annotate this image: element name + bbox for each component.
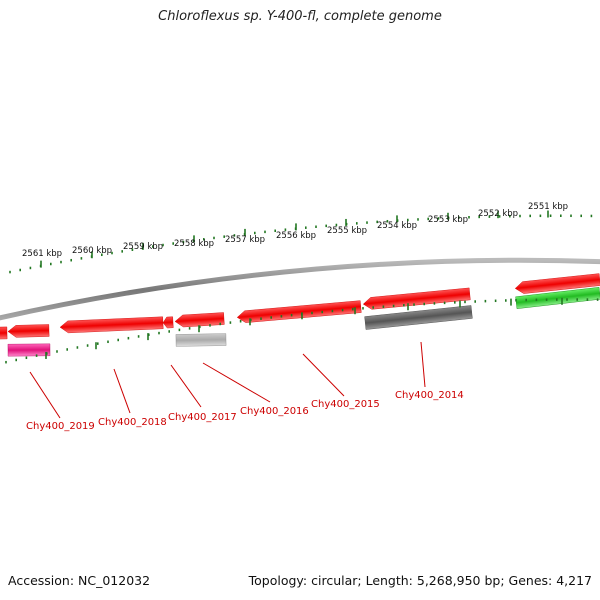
kbp-labels: 2561 kbp 2560 kbp 2559 kbp 2558 kbp 2557… <box>22 202 568 259</box>
gene-callout-2019[interactable]: Chy400_2019 <box>26 371 95 432</box>
genome-summary-text: Topology: circular; Length: 5,268,950 bp… <box>248 573 592 588</box>
feature-shape <box>362 287 471 310</box>
kbp-label: 2553 kbp <box>428 215 468 225</box>
gene-label: Chy400_2015 <box>311 399 380 410</box>
gene-label: Chy400_2019 <box>26 421 95 432</box>
feature-chy400-2017[interactable] <box>175 333 227 347</box>
kbp-label: 2561 kbp <box>22 249 62 259</box>
kbp-label: 2558 kbp <box>174 239 214 249</box>
gene-callout-2018[interactable]: Chy400_2018 <box>98 368 167 428</box>
callout-line <box>29 371 61 419</box>
gene-callout-2015[interactable]: Chy400_2015 <box>302 353 380 410</box>
feature-shape <box>0 326 8 340</box>
kbp-label: 2557 kbp <box>225 235 265 245</box>
gene-feature-chy400-2016[interactable] <box>236 300 362 324</box>
gene-callout-2016[interactable]: Chy400_2016 <box>202 362 309 417</box>
kbp-ruler <box>9 210 593 274</box>
gene-label: Chy400_2017 <box>168 412 237 423</box>
kbp-label: 2554 kbp <box>377 221 417 231</box>
gene-feature-chy400-2017[interactable] <box>174 312 225 328</box>
gene-feature-chy400-2018[interactable] <box>59 316 164 334</box>
gene-label: Chy400_2016 <box>240 406 309 417</box>
accession-text: Accession: NC_012032 <box>8 573 151 588</box>
callout-line <box>202 362 271 403</box>
callout-line <box>420 341 426 388</box>
kbp-label: 2556 kbp <box>276 231 316 241</box>
trna-feature-chy400-2019[interactable] <box>7 343 51 357</box>
feature-shape <box>162 316 174 329</box>
gene-feature-chy400-2015[interactable] <box>362 287 471 310</box>
genome-backbone <box>0 257 600 321</box>
feature-shape <box>7 324 50 338</box>
gene-callout-2017[interactable]: Chy400_2017 <box>168 364 237 423</box>
callout-line <box>113 368 131 414</box>
callout-line <box>302 353 345 397</box>
feature-track <box>0 273 600 357</box>
kbp-label: 2551 kbp <box>528 202 568 212</box>
kbp-label: 2555 kbp <box>327 226 367 236</box>
gene-feature[interactable] <box>162 316 174 329</box>
feature-shape <box>7 343 51 357</box>
kbp-label: 2559 kbp <box>123 242 163 252</box>
kbp-label: 2552 kbp <box>478 209 518 219</box>
inner-tick-track <box>5 297 599 364</box>
callout-line <box>170 364 202 408</box>
feature-shape <box>175 333 227 347</box>
feature-chy400-2014[interactable] <box>364 305 473 330</box>
feature-shape <box>364 305 473 330</box>
gene-label: Chy400_2018 <box>98 417 167 428</box>
gene-feature[interactable] <box>0 326 8 340</box>
kbp-label: 2560 kbp <box>72 246 112 256</box>
gene-callout-2014[interactable]: Chy400_2014 <box>395 341 464 401</box>
gene-label: Chy400_2014 <box>395 390 464 401</box>
feature-shape <box>236 300 362 323</box>
feature-shape <box>59 316 164 334</box>
feature-shape <box>174 312 225 328</box>
map-title: Chloroflexus sp. Y-400-fl, complete geno… <box>158 9 442 24</box>
gene-feature-chy400-2019[interactable] <box>7 324 50 338</box>
gene-callouts: Chy400_2019 Chy400_2018 Chy400_2017 Chy4… <box>26 341 464 432</box>
